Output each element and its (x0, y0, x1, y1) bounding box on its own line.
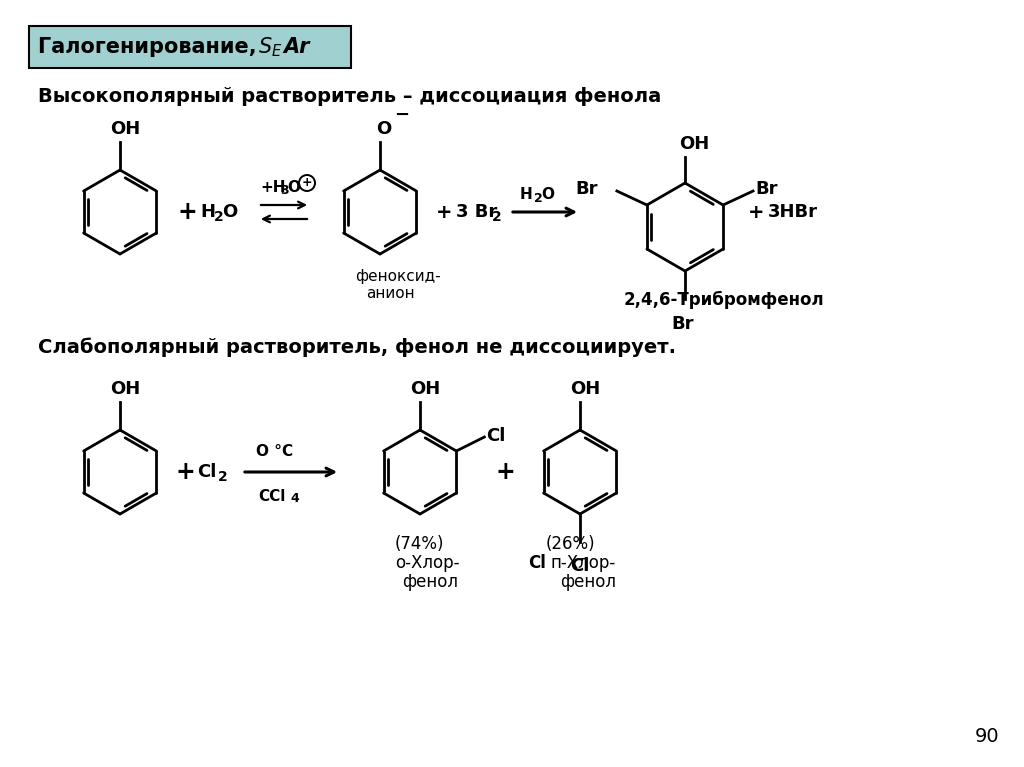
Text: 2: 2 (492, 210, 502, 224)
Text: 3: 3 (280, 184, 289, 197)
Text: O: O (222, 203, 238, 221)
Text: CCl: CCl (258, 489, 286, 504)
Text: Cl: Cl (197, 463, 216, 481)
Text: H: H (520, 187, 532, 202)
Text: (74%): (74%) (395, 535, 444, 553)
Text: Ar: Ar (283, 37, 309, 57)
Text: OH: OH (110, 120, 140, 138)
Text: O: O (541, 187, 554, 202)
Text: +: + (178, 200, 198, 224)
Text: феноксид-: феноксид- (355, 269, 440, 284)
Text: фенол: фенол (560, 573, 616, 591)
Text: +: + (436, 202, 453, 222)
Text: (26%): (26%) (546, 535, 596, 553)
Text: OH: OH (679, 135, 710, 153)
Text: Галогенирование,: Галогенирование, (38, 37, 264, 57)
Text: +: + (748, 202, 765, 222)
Text: OH: OH (410, 380, 440, 398)
Text: H: H (200, 203, 215, 221)
Text: −: − (394, 106, 410, 124)
Text: +: + (302, 176, 312, 189)
Text: O: O (376, 120, 391, 138)
Text: OH: OH (570, 380, 600, 398)
Text: анион: анион (366, 286, 415, 301)
Text: Высокополярный растворитель – диссоциация фенола: Высокополярный растворитель – диссоциаци… (38, 87, 662, 107)
Text: 2: 2 (534, 192, 543, 205)
Text: +H: +H (260, 180, 286, 195)
Text: Cl: Cl (486, 427, 506, 445)
Text: о-Хлор-: о-Хлор- (395, 554, 460, 572)
Text: Cl: Cl (570, 557, 590, 575)
Text: $S_E$: $S_E$ (258, 35, 283, 59)
Text: O °C: O °C (256, 444, 293, 459)
Text: +: + (175, 460, 195, 484)
Text: OH: OH (110, 380, 140, 398)
Text: 2: 2 (218, 470, 227, 484)
Text: 2,4,6-Трибромфенол: 2,4,6-Трибромфенол (624, 291, 824, 309)
Text: Слабополярный растворитель, фенол не диссоциирует.: Слабополярный растворитель, фенол не дис… (38, 337, 676, 357)
Text: +: + (495, 460, 515, 484)
Text: 2: 2 (214, 210, 224, 224)
Text: 3 Br: 3 Br (456, 203, 498, 221)
Text: фенол: фенол (402, 573, 458, 591)
Text: 3HBr: 3HBr (768, 203, 818, 221)
Text: п-Хлор-: п-Хлор- (551, 554, 616, 572)
FancyBboxPatch shape (29, 26, 351, 68)
Text: 4: 4 (290, 492, 299, 505)
Text: O: O (287, 180, 300, 195)
Text: Br: Br (574, 180, 597, 198)
Text: Cl: Cl (528, 554, 546, 572)
Text: Br: Br (671, 315, 693, 333)
Text: 90: 90 (975, 728, 999, 746)
Text: Br: Br (755, 180, 777, 198)
